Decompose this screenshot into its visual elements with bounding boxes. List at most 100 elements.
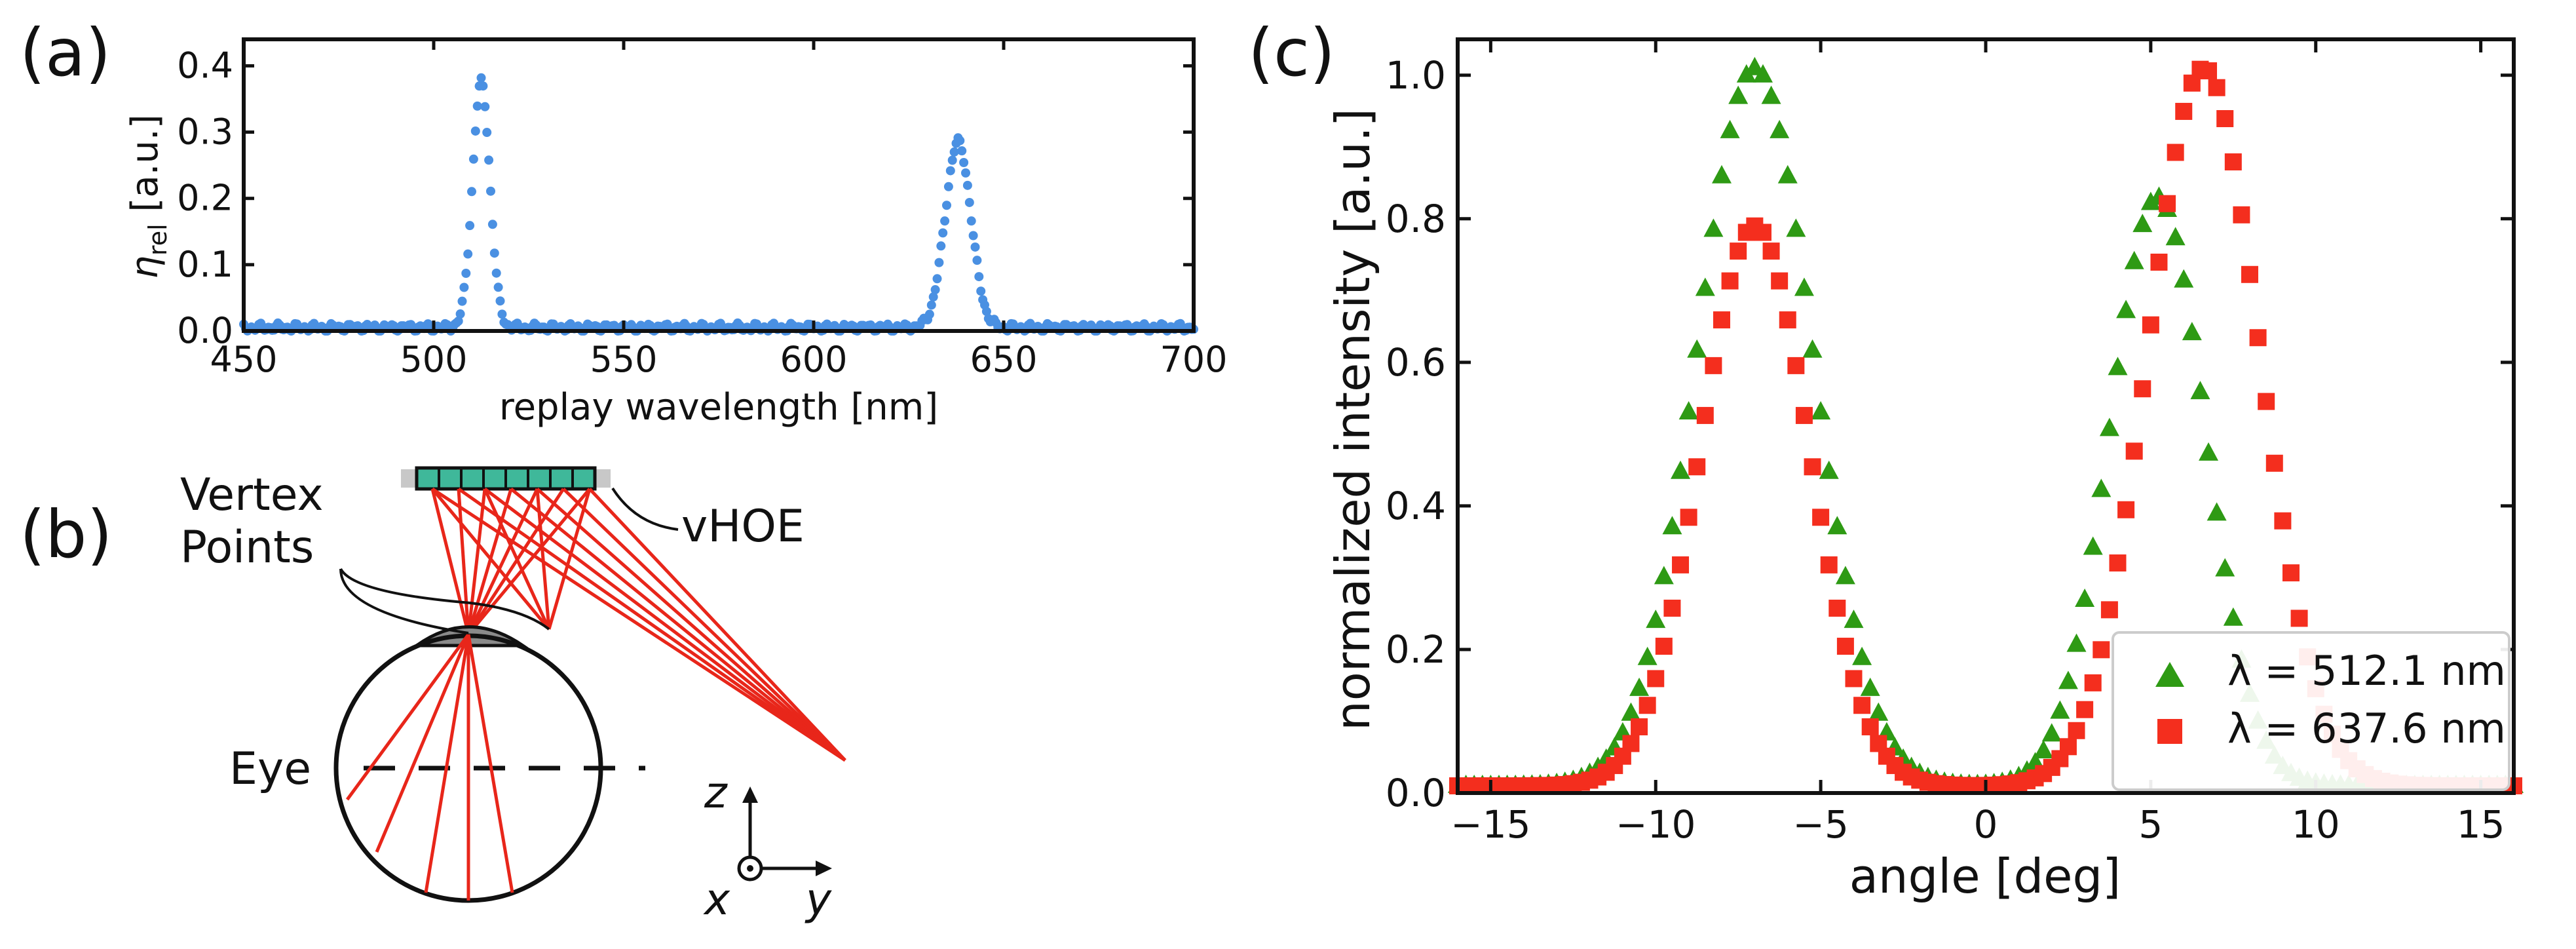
chart-a-point-130 bbox=[486, 186, 495, 196]
chart-c-point-red-23 bbox=[1638, 697, 1656, 714]
chart-a-point-381 bbox=[962, 180, 972, 190]
chart-c-point-red-101 bbox=[2282, 564, 2300, 582]
chart-c-point-red-28 bbox=[1680, 509, 1697, 526]
chart-c-point-green-27 bbox=[1671, 460, 1691, 479]
ray-to-vertex-1 bbox=[467, 488, 591, 636]
y-axis-label: y bbox=[805, 874, 832, 925]
chart-a-series bbox=[239, 73, 1198, 336]
chart-a-point-122 bbox=[470, 126, 480, 136]
chart-a-point-113 bbox=[453, 316, 463, 326]
chart-c-point-red-98 bbox=[2258, 393, 2275, 410]
chart-a-point-134 bbox=[493, 282, 503, 292]
chart-c-x-label: angle [deg] bbox=[1849, 849, 2121, 904]
chart-c-point-green-92 bbox=[2207, 502, 2227, 521]
chart-c-point-green-22 bbox=[1629, 677, 1650, 696]
chart-c-point-green-94 bbox=[2223, 607, 2243, 626]
legend-marker-red bbox=[2157, 719, 2182, 744]
x-axis-dot bbox=[747, 865, 753, 872]
chart-c-point-red-75 bbox=[2068, 722, 2085, 739]
chart-c-point-red-40 bbox=[1779, 311, 1796, 329]
ray-to-vertex-2 bbox=[547, 488, 592, 630]
chart-c-point-green-34 bbox=[1728, 85, 1749, 104]
chart-a-point-114 bbox=[455, 309, 465, 319]
panel-label-c: (c) bbox=[1248, 14, 1335, 91]
chart-c-point-green-39 bbox=[1770, 119, 1790, 138]
chart-c-point-red-95 bbox=[2233, 206, 2250, 223]
chart-a-x-tick-label: 550 bbox=[590, 339, 657, 380]
chart-a-point-115 bbox=[457, 296, 467, 306]
chart-c-point-red-48 bbox=[1845, 670, 1863, 688]
chart-a-point-382 bbox=[964, 197, 974, 207]
legend-label-green: λ = 512.1 nm bbox=[2227, 647, 2506, 695]
ray-to-vertex-1 bbox=[466, 488, 513, 635]
chart-c-point-red-84 bbox=[2142, 316, 2159, 334]
chart-c-point-green-30 bbox=[1695, 277, 1715, 296]
chart-a-point-120 bbox=[467, 187, 476, 197]
chart-a-point-372 bbox=[945, 166, 955, 176]
chart-a-point-374 bbox=[949, 147, 959, 157]
retina-rays bbox=[345, 633, 514, 901]
y-axis-arrow bbox=[816, 861, 832, 876]
chart-c-point-red-31 bbox=[1705, 357, 1722, 374]
chart-a-point-386 bbox=[972, 256, 982, 265]
chart-c-x-tick-label: 10 bbox=[2292, 802, 2340, 847]
chart-c-point-red-74 bbox=[2059, 738, 2077, 756]
chart-c-point-red-46 bbox=[1828, 599, 1846, 617]
chart-a-point-125 bbox=[476, 73, 486, 83]
chart-c-point-green-45 bbox=[1819, 460, 1839, 479]
chart-a-point-368 bbox=[938, 228, 948, 238]
chart-a-point-365 bbox=[932, 274, 942, 284]
chart-c-point-green-89 bbox=[2182, 322, 2202, 341]
chart-a-x-tick-label: 450 bbox=[210, 339, 277, 380]
chart-c-point-red-47 bbox=[1836, 638, 1854, 655]
panel-label-a: (a) bbox=[20, 14, 111, 91]
ray-to-far-field bbox=[431, 487, 846, 762]
chart-a-point-119 bbox=[465, 221, 475, 231]
vertex-leader-1 bbox=[339, 568, 550, 630]
chart-c-point-green-90 bbox=[2190, 381, 2210, 400]
chart-a: 450 500 550 600 650 700 0.0 0.1 0.2 0.3 0.4 repla… bbox=[124, 37, 1228, 429]
chart-a-x-tick-label: 650 bbox=[970, 339, 1037, 380]
chart-a-point-391 bbox=[981, 307, 991, 317]
chart-c-point-red-39 bbox=[1771, 272, 1789, 290]
chart-a-y-ticks: 0.0 0.1 0.2 0.3 0.4 bbox=[177, 45, 1194, 351]
chart-c-point-green-84 bbox=[2140, 191, 2161, 210]
chart-c-point-green-43 bbox=[1802, 339, 1823, 358]
chart-c-point-green-21 bbox=[1621, 702, 1641, 721]
chart-c-point-green-83 bbox=[2132, 214, 2153, 233]
chart-a-x-label: replay wavelength [nm] bbox=[499, 386, 938, 429]
chart-c-x-tick-label: 5 bbox=[2138, 802, 2163, 847]
chart-c-x-tick-label: 0 bbox=[1974, 802, 1998, 847]
chart-a-point-362 bbox=[926, 300, 936, 310]
chart-a-point-364 bbox=[930, 285, 940, 295]
vhoe-leader bbox=[611, 487, 679, 531]
chart-a-point-116 bbox=[459, 282, 469, 292]
chart-c-legend: λ = 512.1 nm λ = 637.6 nm bbox=[2112, 631, 2510, 791]
chart-a-point-367 bbox=[936, 241, 946, 251]
chart-a-point-118 bbox=[463, 249, 473, 259]
panel-label-b: (b) bbox=[20, 496, 113, 573]
chart-a-y-tick-label: 0.1 bbox=[177, 244, 233, 285]
ray-to-vertex-2 bbox=[535, 488, 551, 630]
chart-c-point-red-100 bbox=[2274, 512, 2292, 530]
z-axis-label: z bbox=[704, 767, 728, 818]
chart-c-point-green-50 bbox=[1860, 677, 1880, 696]
chart-c-point-red-83 bbox=[2134, 380, 2151, 398]
chart-a-x-tick-label: 700 bbox=[1160, 339, 1227, 380]
chart-c-point-red-43 bbox=[1804, 458, 1821, 476]
chart-c-point-green-82 bbox=[2124, 250, 2144, 269]
chart-c-point-red-25 bbox=[1655, 638, 1673, 655]
legend-marker-green bbox=[2155, 662, 2184, 687]
legend-label-red: λ = 637.6 nm bbox=[2227, 705, 2506, 752]
chart-c-point-green-71 bbox=[2034, 740, 2054, 759]
vertex-label: Vertex bbox=[180, 469, 324, 521]
chart-c-point-red-34 bbox=[1730, 242, 1747, 260]
chart-c-y-tick-label: 1.0 bbox=[1386, 53, 1446, 98]
chart-a-point-384 bbox=[968, 231, 978, 241]
chart-c-point-green-44 bbox=[1811, 401, 1831, 420]
chart-a-point-132 bbox=[489, 248, 499, 258]
chart-a-x-ticks: 450 500 550 600 650 700 bbox=[210, 39, 1228, 380]
chart-c-point-green-24 bbox=[1646, 610, 1666, 629]
chart-a-x-tick-label: 600 bbox=[780, 339, 847, 380]
chart-a-y-tick-label: 0.4 bbox=[177, 45, 233, 86]
